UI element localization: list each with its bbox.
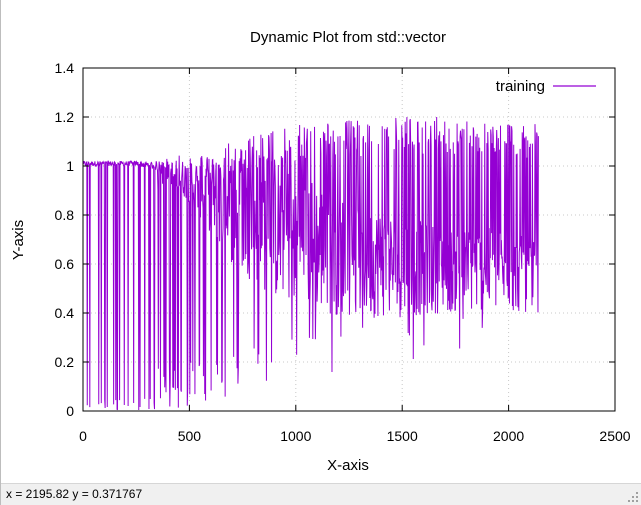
plot-frame xyxy=(82,67,616,412)
line-chart: 0 500 1000 1500 2000 2500 0 0.2 0.4 0.6 0.8 1 1.2 1.4… xyxy=(10,29,631,474)
legend-label: training xyxy=(496,78,545,95)
chart-title: Dynamic Plot from std::vector xyxy=(250,29,446,46)
legend: training xyxy=(496,78,596,95)
x-tick-label: 2500 xyxy=(599,428,630,444)
y-tick-label: 0.8 xyxy=(55,207,75,223)
y-tick-label: 1 xyxy=(66,158,74,174)
y-tick-label: 0.6 xyxy=(55,256,75,272)
y-tick-label: 0.2 xyxy=(55,354,75,370)
series-training xyxy=(82,117,539,411)
plot-area[interactable]: 0 500 1000 1500 2000 2500 0 0.2 0.4 0.6 0.8 1 1.2 1.4… xyxy=(0,0,641,483)
cursor-coordinates: x = 2195.82 y = 0.371767 xyxy=(6,487,143,501)
y-tick-label: 1.2 xyxy=(55,109,75,125)
y-tick-label: 0.4 xyxy=(55,305,75,321)
x-tick-label: 0 xyxy=(79,428,87,444)
x-tick-label: 1000 xyxy=(280,428,311,444)
window-border xyxy=(0,0,1,505)
y-tick-label: 0 xyxy=(66,403,74,419)
series-line-training xyxy=(82,117,539,411)
x-tick-label: 2000 xyxy=(493,428,524,444)
status-bar: x = 2195.82 y = 0.371767 xyxy=(0,483,641,505)
y-tick-label: 1.4 xyxy=(55,60,75,76)
axis-ticks: 0 500 1000 1500 2000 2500 0 0.2 0.4 0.6 0.8 1 1.2 1.4 xyxy=(55,60,631,444)
y-axis-label: Y-axis xyxy=(10,220,27,260)
x-axis-label: X-axis xyxy=(327,457,369,474)
resize-grip-icon[interactable] xyxy=(627,491,639,503)
x-tick-label: 500 xyxy=(178,428,202,444)
x-tick-label: 1500 xyxy=(387,428,418,444)
